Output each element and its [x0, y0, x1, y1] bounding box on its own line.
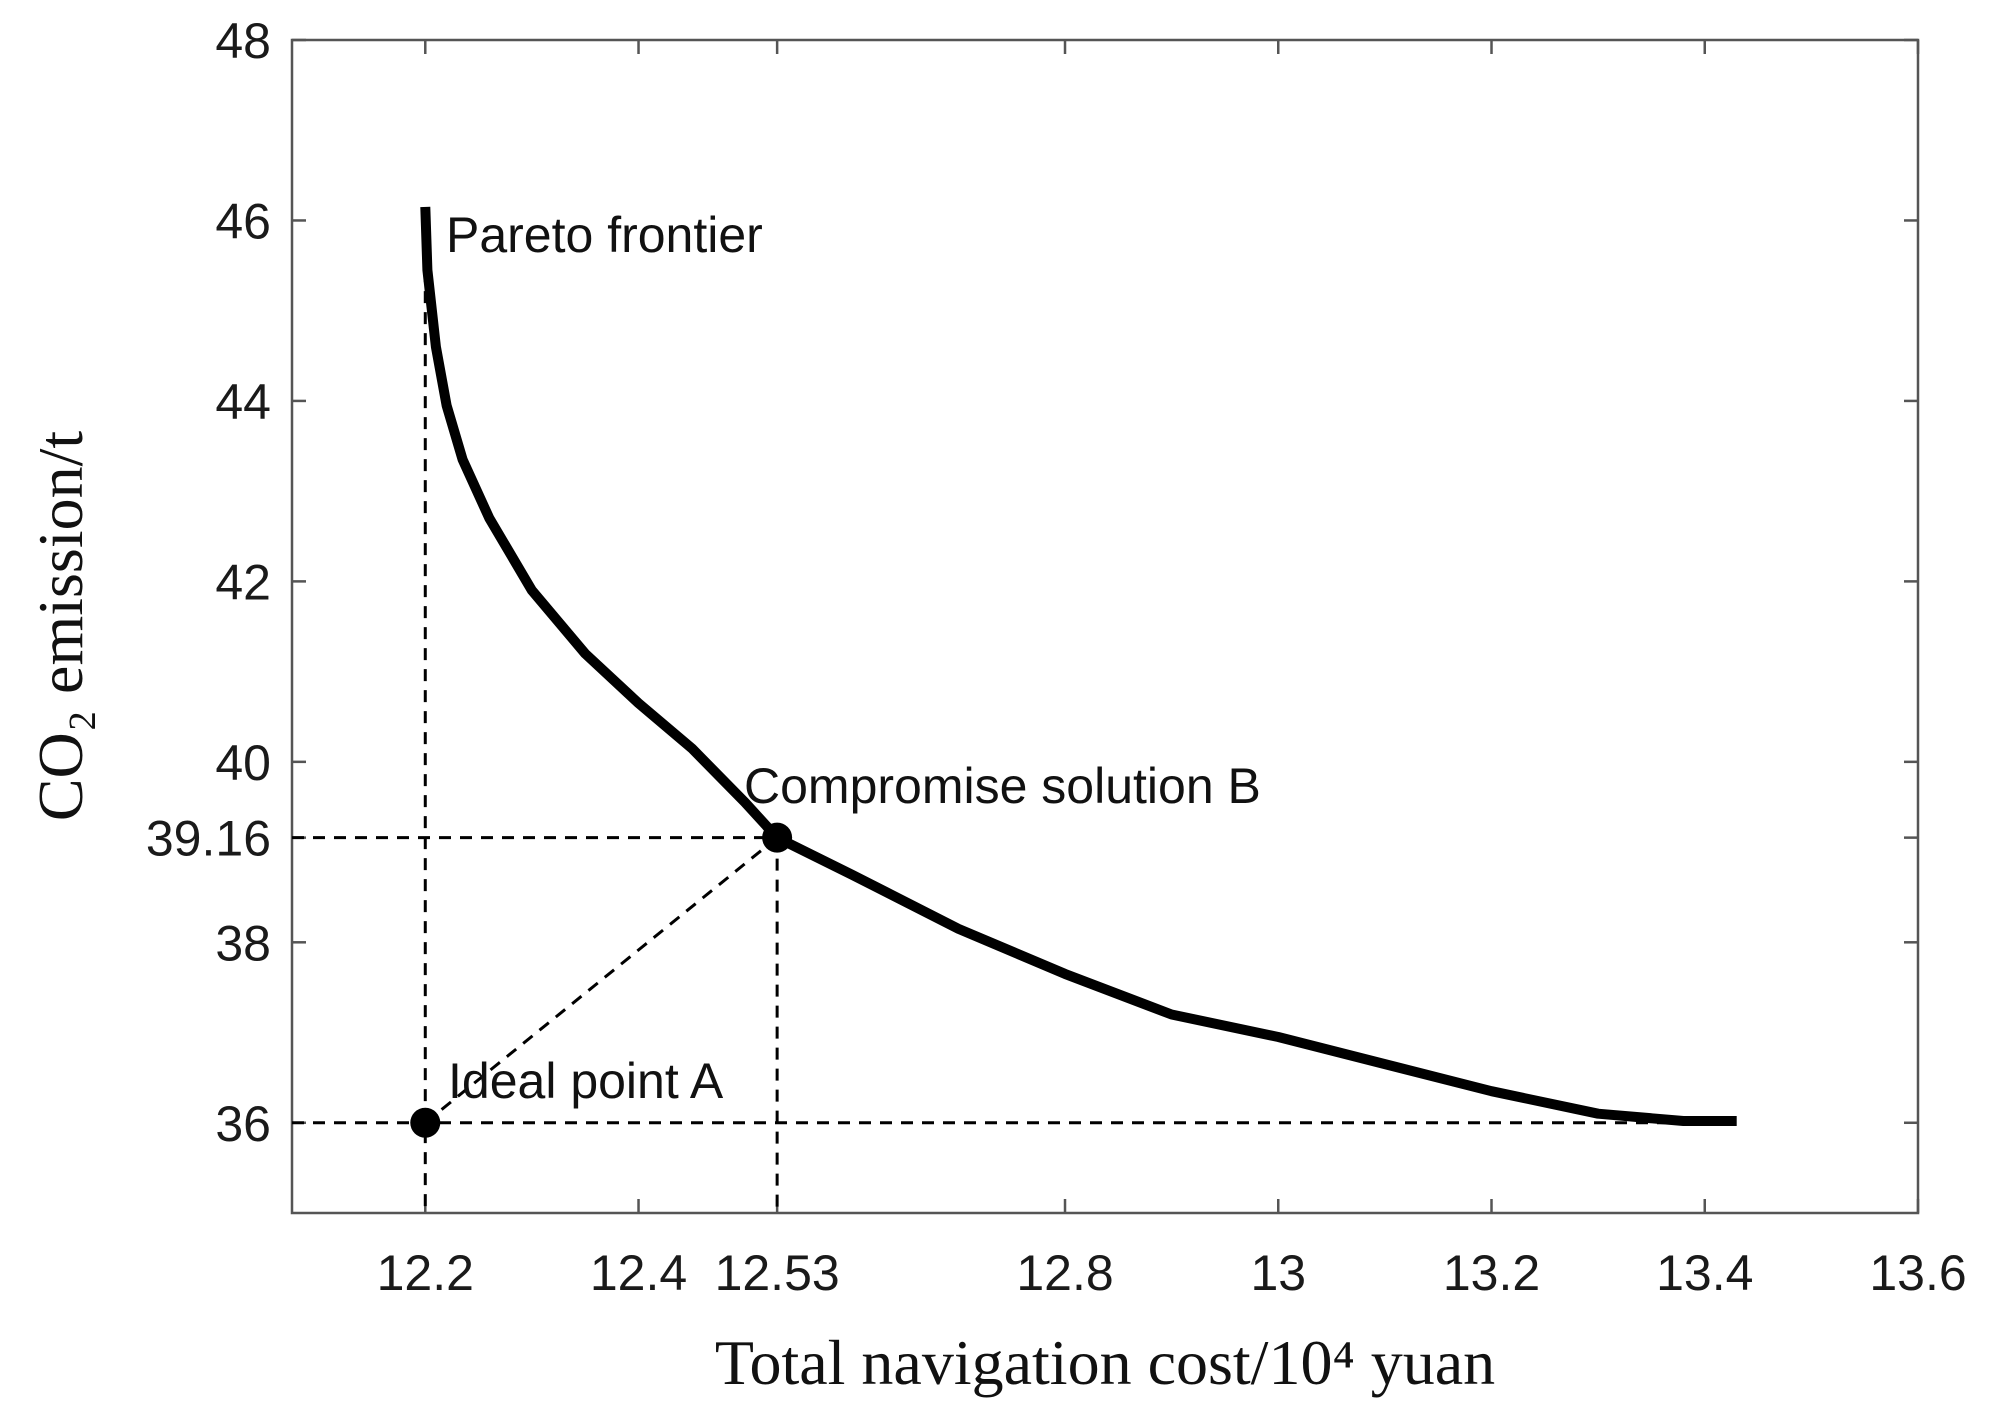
annotation-compromise-solution-b: Compromise solution B [744, 758, 1261, 814]
y-tick-label-46: 46 [215, 193, 271, 249]
annotation-pareto-frontier: Pareto frontier [446, 207, 763, 263]
y-tick-labels: 36 38 39.16 40 42 44 46 48 [146, 13, 271, 1152]
x-tick-label-12-8: 12.8 [1016, 1245, 1113, 1301]
series-layer [420, 206, 1737, 1126]
dashed-guide-lines [292, 270, 1717, 1213]
y-tick-label-36: 36 [215, 1096, 271, 1152]
x-tick-label-12-2: 12.2 [377, 1245, 474, 1301]
x-tick-label-13-6: 13.6 [1869, 1245, 1966, 1301]
y-tick-label-48: 48 [215, 13, 271, 69]
x-tick-labels: 12.2 12.4 12.53 12.8 13 13.2 13.4 13.6 [377, 1245, 1967, 1301]
x-tick-label-13: 13 [1250, 1245, 1306, 1301]
y-tick-label-39-16: 39.16 [146, 811, 271, 867]
x-axis-title: Total navigation cost/10⁴ yuan [715, 1327, 1495, 1398]
annotation-ideal-point-a: Ideal point A [448, 1053, 724, 1109]
point-compromise-b [762, 822, 793, 853]
y-tick-label-44: 44 [215, 374, 271, 430]
y-tick-label-40: 40 [215, 735, 271, 791]
x-tick-label-13-2: 13.2 [1443, 1245, 1540, 1301]
y-tick-label-42: 42 [215, 554, 271, 610]
y-axis-title: CO₂ emission/t [25, 431, 96, 822]
x-tick-label-12-53: 12.53 [715, 1245, 840, 1301]
x-tick-label-13-4: 13.4 [1656, 1245, 1753, 1301]
x-tick-label-12-4: 12.4 [590, 1245, 687, 1301]
y-tick-label-38: 38 [215, 915, 271, 971]
point-ideal-a [410, 1107, 441, 1138]
marked-points [410, 822, 793, 1138]
series-line-pareto-frontier [420, 206, 1737, 1126]
plot-area-frame [290, 38, 1920, 1215]
